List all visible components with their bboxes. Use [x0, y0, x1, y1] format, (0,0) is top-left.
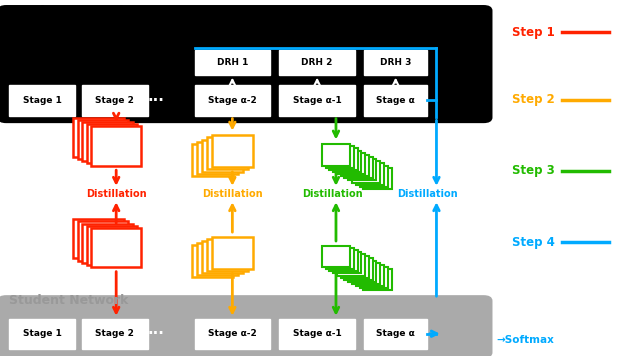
Bar — [363, 168, 392, 189]
Bar — [333, 252, 362, 273]
Bar — [330, 148, 358, 170]
Text: →Softmax: →Softmax — [496, 335, 554, 345]
Bar — [326, 248, 354, 269]
Bar — [337, 254, 365, 276]
Bar — [212, 135, 252, 167]
Bar — [207, 137, 247, 169]
Bar — [279, 319, 355, 349]
Text: Distillation: Distillation — [303, 189, 363, 199]
FancyBboxPatch shape — [0, 6, 491, 122]
Bar — [326, 146, 354, 168]
Text: Step 4: Step 4 — [512, 236, 555, 248]
Bar — [192, 245, 232, 277]
Bar — [197, 142, 238, 174]
Bar — [349, 261, 377, 282]
Text: ···: ··· — [148, 326, 164, 341]
Text: Stage 1: Stage 1 — [23, 329, 62, 338]
Text: DRH 1: DRH 1 — [217, 58, 248, 67]
Bar — [197, 243, 238, 275]
Bar — [195, 85, 270, 116]
Text: Step 2: Step 2 — [512, 93, 555, 106]
Bar — [341, 155, 369, 176]
Bar — [356, 265, 384, 286]
Text: Distillation: Distillation — [86, 189, 146, 199]
Bar — [78, 120, 128, 159]
Bar — [322, 246, 350, 267]
Bar — [364, 85, 427, 116]
Bar — [322, 144, 350, 166]
Text: Stage 2: Stage 2 — [95, 329, 134, 338]
Text: Stage 1: Stage 1 — [23, 96, 62, 105]
Bar — [356, 163, 384, 185]
Text: Student Network: Student Network — [9, 294, 129, 307]
Text: ···: ··· — [148, 93, 164, 108]
Text: DRH 3: DRH 3 — [380, 58, 411, 67]
Text: DRH 2: DRH 2 — [301, 58, 333, 67]
Text: Teacher Network: Teacher Network — [9, 5, 127, 19]
Bar — [364, 319, 427, 349]
Text: Step 1: Step 1 — [512, 26, 555, 38]
Bar — [345, 157, 373, 178]
Text: Distillation: Distillation — [397, 189, 457, 199]
Bar — [352, 161, 381, 183]
Bar — [195, 50, 270, 75]
Bar — [360, 166, 388, 187]
Bar — [363, 269, 392, 290]
Bar — [195, 319, 270, 349]
Bar — [345, 258, 373, 280]
Bar — [82, 224, 133, 263]
Bar — [73, 219, 124, 258]
FancyBboxPatch shape — [0, 297, 491, 356]
Bar — [73, 118, 124, 157]
Bar — [349, 159, 377, 180]
Bar — [341, 256, 369, 278]
Text: Stage ⍺-2: Stage ⍺-2 — [208, 329, 257, 338]
Bar — [202, 140, 242, 172]
Text: Stage ⍺: Stage ⍺ — [376, 329, 415, 338]
Bar — [82, 85, 148, 116]
Bar — [330, 250, 358, 271]
Text: Stage ⍺-1: Stage ⍺-1 — [293, 329, 342, 338]
Bar — [207, 239, 247, 271]
Bar — [91, 126, 141, 166]
Text: Distillation: Distillation — [202, 189, 263, 199]
Bar — [364, 50, 427, 75]
Bar — [9, 319, 75, 349]
Bar — [87, 226, 137, 265]
Bar — [212, 237, 252, 269]
Bar — [91, 228, 141, 267]
Bar — [279, 50, 355, 75]
Bar — [9, 85, 75, 116]
Bar — [78, 221, 128, 261]
Bar — [360, 267, 388, 288]
Bar — [87, 124, 137, 163]
Bar — [192, 144, 232, 176]
Bar — [82, 319, 148, 349]
Text: Stage 2: Stage 2 — [95, 96, 134, 105]
Bar — [333, 151, 362, 172]
Bar — [337, 153, 365, 174]
Bar — [82, 122, 133, 161]
Text: Stage ⍺: Stage ⍺ — [376, 96, 415, 105]
Bar — [279, 85, 355, 116]
Text: Stage ⍺-2: Stage ⍺-2 — [208, 96, 257, 105]
Bar — [352, 263, 381, 284]
Text: Step 3: Step 3 — [512, 164, 555, 177]
Text: Stage ⍺-1: Stage ⍺-1 — [293, 96, 342, 105]
Bar — [202, 241, 242, 273]
